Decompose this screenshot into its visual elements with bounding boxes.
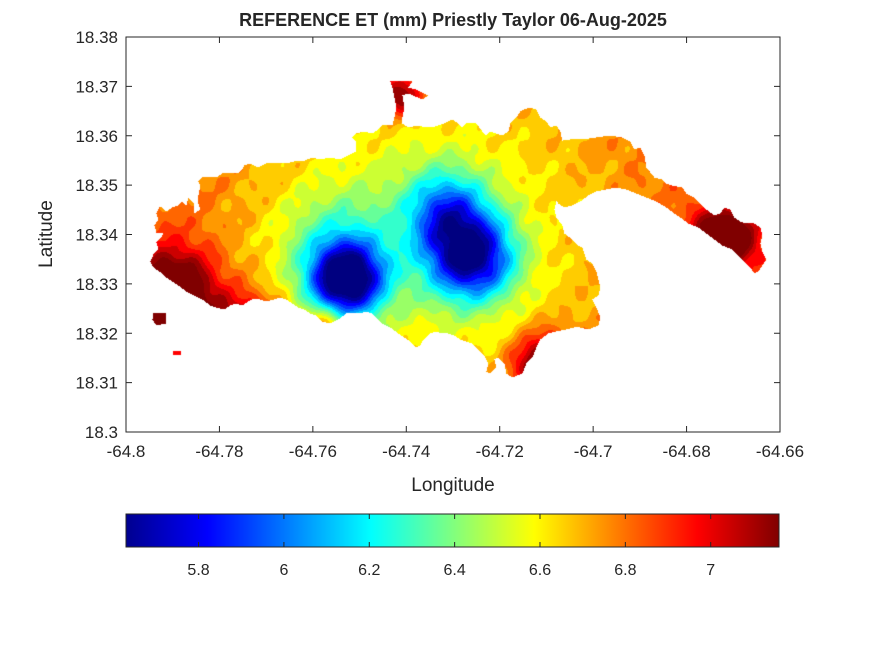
colorbar-tick-label: 6.2 (358, 562, 380, 579)
chart-title: REFERENCE ET (mm) Priestly Taylor 06-Aug… (239, 10, 667, 30)
colorbar-tick-label: 5.8 (187, 562, 209, 579)
y-axis-ticks: 18.3 18.31 18.32 18.33 18.34 18.35 18.36 18.37 1… (75, 28, 780, 442)
y-tick-label: 18.34 (75, 226, 118, 245)
x-tick-label: -64.7 (574, 442, 613, 461)
heatmap-image (126, 37, 780, 432)
x-axis-label: Longitude (411, 475, 494, 496)
y-tick-label: 18.36 (75, 127, 118, 146)
y-axis-label: Latitude (36, 200, 57, 268)
x-tick-label: -64.68 (662, 442, 710, 461)
y-tick-label: 18.3 (85, 423, 118, 442)
x-tick-label: -64.66 (756, 442, 804, 461)
y-tick-label: 18.37 (75, 77, 118, 96)
x-tick-label: -64.72 (476, 442, 524, 461)
y-tick-label: 18.35 (75, 176, 118, 195)
x-tick-label: -64.76 (289, 442, 337, 461)
heatmap-field (126, 37, 780, 432)
colorbar-tick-label: 6 (279, 562, 288, 579)
colorbar-tick-label: 6.8 (614, 562, 636, 579)
y-tick-label: 18.32 (75, 324, 118, 343)
x-tick-label: -64.74 (382, 442, 430, 461)
x-tick-label: -64.8 (107, 442, 146, 461)
colorbar-gradient (125, 513, 780, 548)
colorbar-tick-label: 7 (706, 562, 715, 579)
y-tick-label: 18.31 (75, 374, 118, 393)
x-tick-label: -64.78 (195, 442, 243, 461)
colorbar-tick-label: 6.6 (529, 562, 551, 579)
x-axis-ticks: -64.8 -64.78 -64.76 -64.74 -64.72 -64.7 -64.68… (107, 37, 804, 461)
colorbar-ticks: 5.8 6 6.2 6.4 6.6 6.8 7 (187, 514, 715, 579)
y-tick-label: 18.33 (75, 275, 118, 294)
colorbar: 5.8 6 6.2 6.4 6.6 6.8 7 (125, 513, 780, 579)
y-tick-label: 18.38 (75, 28, 118, 47)
colorbar-tick-label: 6.4 (444, 562, 466, 579)
